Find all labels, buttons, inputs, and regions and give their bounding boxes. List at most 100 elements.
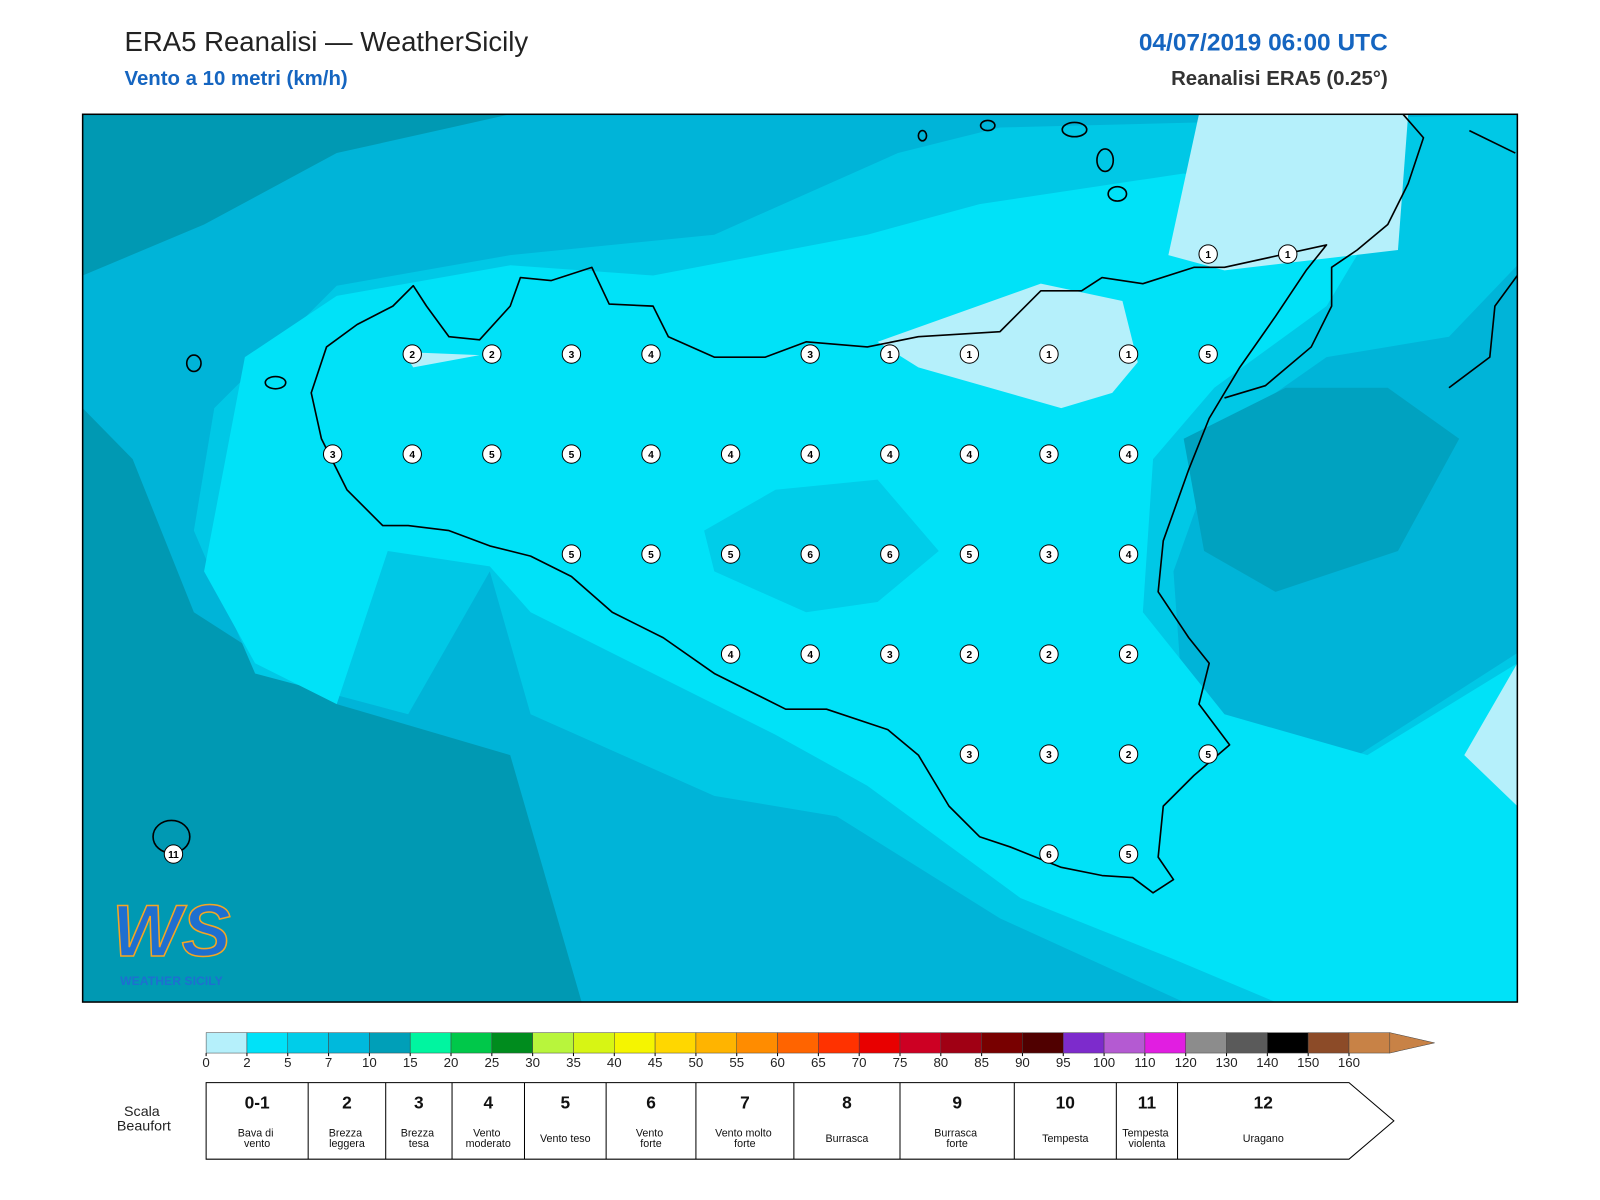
beaufort-force: 8 xyxy=(842,1093,852,1113)
station-marker xyxy=(1278,244,1298,264)
station-value: 5 xyxy=(569,550,575,561)
station-marker xyxy=(880,544,900,564)
station-value: 3 xyxy=(330,450,336,461)
station-value: 5 xyxy=(569,450,575,461)
station-marker xyxy=(561,344,582,364)
station-marker xyxy=(720,544,741,564)
station-marker xyxy=(800,644,820,664)
colorbar-cell xyxy=(777,1032,819,1054)
station-marker xyxy=(1118,744,1139,764)
colorbar-cell xyxy=(1267,1032,1309,1054)
colorbar-tick-label: 160 xyxy=(1338,1055,1360,1070)
station-value: 4 xyxy=(728,450,734,461)
station-marker xyxy=(482,444,502,464)
colorbar-cell xyxy=(818,1032,860,1054)
colorbar-tick-label: 15 xyxy=(403,1055,418,1070)
source: Reanalisi ERA5 (0.25°) xyxy=(1171,68,1388,90)
colorbar-tick-label: 20 xyxy=(444,1055,459,1070)
colorbar-tick-label: 65 xyxy=(811,1055,826,1070)
colorbar-cell xyxy=(1063,1032,1105,1054)
station-value: 5 xyxy=(728,550,734,561)
colorbar-cell xyxy=(654,1032,697,1054)
beaufort-force: 3 xyxy=(414,1093,424,1113)
station-marker xyxy=(1198,244,1218,264)
beaufort-description: Brezza leggera xyxy=(329,1128,365,1150)
colorbar-cell xyxy=(1226,1032,1268,1054)
colorbar-cell xyxy=(328,1032,370,1054)
colorbar-tick-label: 45 xyxy=(648,1055,663,1070)
station-marker xyxy=(1198,744,1218,764)
station-marker xyxy=(800,544,820,564)
station-marker xyxy=(800,444,820,464)
beaufort-frame xyxy=(205,1082,1395,1160)
beaufort-description: Uragano xyxy=(1243,1133,1284,1145)
beaufort-force: 11 xyxy=(1138,1093,1157,1113)
station-marker xyxy=(720,644,741,664)
station-value: 5 xyxy=(1126,850,1132,861)
beaufort-description: Brezza tesa xyxy=(401,1128,437,1150)
station-value: 4 xyxy=(648,450,654,461)
station-value: 1 xyxy=(967,350,973,361)
colorbar-tick-label: 25 xyxy=(484,1055,499,1070)
station-value: 4 xyxy=(648,350,654,361)
station-value: 1 xyxy=(887,350,893,361)
colorbar-cell xyxy=(1022,1032,1064,1054)
station-marker xyxy=(402,344,422,364)
colorbar-cell xyxy=(450,1032,493,1054)
station-marker xyxy=(1118,344,1139,364)
colorbar-tick-label: 85 xyxy=(974,1055,989,1070)
station-value: 2 xyxy=(967,650,973,661)
beaufort-force: 10 xyxy=(1056,1093,1075,1113)
colorbar-tick-label: 7 xyxy=(325,1055,332,1070)
colorbar-cell xyxy=(1144,1032,1186,1054)
station-value: 6 xyxy=(1046,850,1052,861)
station-value: 5 xyxy=(1205,750,1211,761)
station-marker xyxy=(1039,344,1059,364)
colorbar-tick-label: 95 xyxy=(1056,1055,1071,1070)
station-value: 4 xyxy=(1126,550,1132,561)
colorbar-cell xyxy=(1307,1032,1350,1054)
station-marker xyxy=(1118,844,1139,864)
station-value: 4 xyxy=(807,450,813,461)
colorbar-tick-label: 110 xyxy=(1134,1055,1155,1070)
station-value: 2 xyxy=(489,350,495,361)
station-value: 2 xyxy=(1046,650,1052,661)
station-marker xyxy=(641,544,661,564)
beaufort-description: Vento molto forte xyxy=(715,1128,775,1150)
station-value: 5 xyxy=(489,450,495,461)
station-value: 3 xyxy=(967,750,973,761)
station-value: 5 xyxy=(967,550,973,561)
station-value: 3 xyxy=(1046,450,1052,461)
subtitle: Vento a 10 metri (km/h) xyxy=(124,68,347,90)
logo-mark: WS xyxy=(112,889,230,972)
colorbar-tick-label: 2 xyxy=(243,1055,250,1070)
station-marker xyxy=(959,744,980,764)
colorbar-cell xyxy=(532,1032,574,1054)
station-marker xyxy=(322,444,343,464)
station-value: 1 xyxy=(1046,350,1052,361)
station-value: 6 xyxy=(887,550,893,561)
beaufort-description: Vento moderato xyxy=(466,1128,511,1150)
beaufort-description: Vento forte xyxy=(636,1128,666,1150)
station-marker xyxy=(482,344,502,364)
colorbar-tick-label: 140 xyxy=(1256,1055,1278,1070)
colorbar-cell xyxy=(409,1032,452,1054)
beaufort-force: 0-1 xyxy=(245,1093,270,1113)
colorbar-cell xyxy=(287,1032,329,1054)
station-value: 5 xyxy=(648,550,654,561)
station-marker xyxy=(1198,344,1218,364)
beaufort-description: Tempesta xyxy=(1042,1133,1088,1145)
station-marker xyxy=(880,344,900,364)
beaufort-description: Tempesta violenta xyxy=(1122,1128,1171,1150)
beaufort-description: Burrasca forte xyxy=(934,1128,980,1150)
station-value: 1 xyxy=(1126,350,1132,361)
beaufort-force: 7 xyxy=(740,1093,750,1113)
beaufort-description: Burrasca xyxy=(826,1133,869,1145)
station-marker xyxy=(1118,544,1139,564)
station-marker xyxy=(959,344,980,364)
station-value: 4 xyxy=(409,450,415,461)
colorbar-tick-label: 120 xyxy=(1175,1055,1197,1070)
station-value: 4 xyxy=(1126,450,1132,461)
colorbar-cell xyxy=(491,1032,533,1054)
colorbar-tick-label: 30 xyxy=(525,1055,540,1070)
